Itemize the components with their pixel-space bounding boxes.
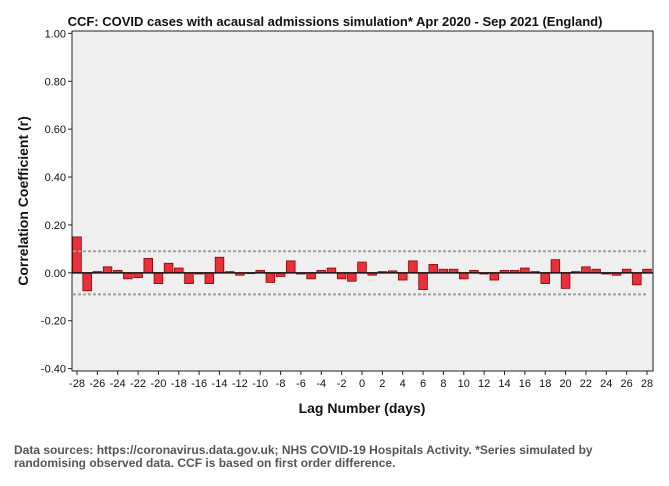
x-tick-label: 14 <box>498 378 510 390</box>
y-tick-label: 0.60 <box>45 124 66 136</box>
plot-area <box>71 30 654 372</box>
x-tick-label: -2 <box>337 378 347 390</box>
ccf-bar <box>540 272 550 285</box>
x-tick-label: -16 <box>191 378 207 390</box>
x-tick-label: -10 <box>252 378 268 390</box>
ccf-bar <box>184 272 194 285</box>
x-tick-label: 10 <box>458 378 470 390</box>
x-tick-label: 20 <box>559 378 571 390</box>
ccf-bar <box>418 272 428 290</box>
confidence-limits <box>73 250 647 296</box>
y-tick-label: -0.20 <box>41 316 66 328</box>
ccf-bar <box>632 272 642 286</box>
x-tick-label: 28 <box>641 378 653 390</box>
ccf-bar <box>397 272 408 281</box>
x-tick-label: 18 <box>539 378 551 390</box>
x-axis-title: Lag Number (days) <box>299 400 426 416</box>
x-tick-label: 12 <box>478 378 490 390</box>
x-tick-label: -8 <box>276 378 286 390</box>
ccf-bar <box>82 272 92 292</box>
ccf-bar <box>550 259 561 274</box>
ccf-bar <box>357 261 367 274</box>
x-tick-label: 26 <box>621 378 633 390</box>
x-tick-label: 0 <box>359 378 365 390</box>
x-tick-label: -20 <box>150 378 166 390</box>
x-tick-label: 24 <box>600 378 612 390</box>
x-tick-label: 4 <box>400 378 406 390</box>
ccf-bar <box>428 264 438 274</box>
ccf-bar <box>336 272 347 280</box>
ccf-bar <box>153 272 164 285</box>
y-tick-label: -0.40 <box>41 364 66 376</box>
ccf-bar <box>560 272 571 289</box>
x-tick-label: -4 <box>316 378 326 390</box>
ccf-bar <box>204 272 215 285</box>
ccf-bar <box>489 272 500 281</box>
x-tick-label: 16 <box>519 378 531 390</box>
ccf-bar <box>306 272 316 280</box>
ccf-bar <box>459 272 469 280</box>
x-tick-label: 22 <box>580 378 592 390</box>
ccf-bar <box>408 260 418 274</box>
ccf-bar <box>581 266 591 274</box>
ccf-bar <box>286 260 296 274</box>
x-tick-label: -14 <box>212 378 228 390</box>
x-tick-label: 2 <box>379 378 385 390</box>
ccf-bar <box>143 258 153 274</box>
ccf-bar <box>347 272 357 282</box>
ccf-bar <box>265 272 276 283</box>
y-axis-title: Correlation Coefficient (r) <box>15 116 31 286</box>
x-tick-label: -22 <box>130 378 146 390</box>
chart-title: CCF: COVID cases with acausal admissions… <box>68 14 603 29</box>
ccf-bar <box>163 262 174 274</box>
x-tick-label: -24 <box>110 378 126 390</box>
y-tick-label: 0.80 <box>45 76 66 88</box>
x-axis: -28 -26 -24 -22 -20 -18 -16 -14 -12 -10 -8 -6 -4 -2 0 2… <box>69 371 653 390</box>
data-sources-footnote: Data sources: https://coronavirus.data.g… <box>14 443 593 470</box>
y-tick-label: 1.00 <box>45 28 66 40</box>
y-tick-label: 0.20 <box>45 220 66 232</box>
x-tick-label: -28 <box>69 378 85 390</box>
y-tick-label: 0.40 <box>45 172 66 184</box>
x-tick-label: -12 <box>232 378 248 390</box>
x-tick-label: 8 <box>440 378 446 390</box>
y-tick-label: 0.00 <box>45 268 66 280</box>
ccf-bar <box>72 236 82 274</box>
ccf-bar <box>102 266 113 274</box>
y-axis: -0.40 -0.20 0.00 0.20 0.40 0.60 0.80 1.00 <box>41 28 72 376</box>
ccf-bar <box>214 256 225 274</box>
x-tick-label: -26 <box>89 378 105 390</box>
x-tick-label: -18 <box>171 378 187 390</box>
x-tick-label: 6 <box>420 378 426 390</box>
ccf-bar <box>123 272 133 280</box>
x-tick-label: -6 <box>296 378 306 390</box>
